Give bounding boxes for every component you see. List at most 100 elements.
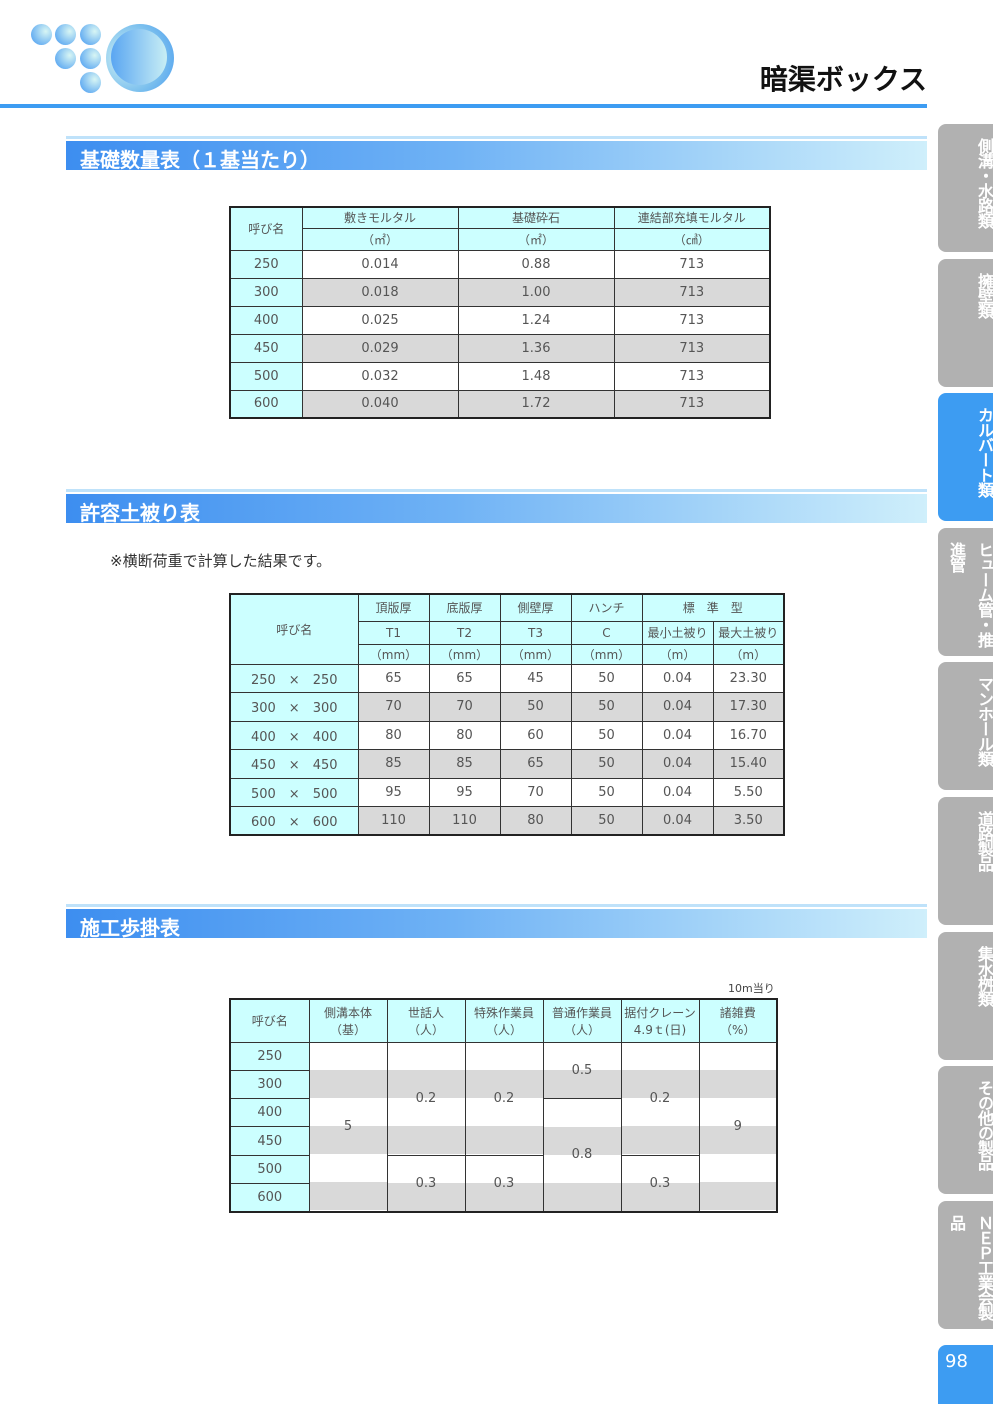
- table-cell: 713: [613, 249, 771, 279]
- section-header-cover: 許容土被り表: [66, 492, 927, 525]
- table-row: 500 0.032 1.48 713: [229, 361, 771, 391]
- row-name: 400: [229, 1098, 310, 1128]
- table-row: 250 5 0.2 0.2 0.5 0.2 9: [229, 1041, 778, 1213]
- table-cell: 0.040: [301, 389, 459, 419]
- header-side-wall: 側壁厚: [499, 593, 572, 622]
- row-name: 450 × 450: [229, 749, 359, 779]
- header-gravel: 基礎砕石: [457, 206, 615, 229]
- header-label: 普通作業員: [551, 1005, 612, 1020]
- table-cell: 95: [357, 777, 430, 807]
- table-row: 600 × 600 110 110 80 50 0.04 3.50: [229, 806, 785, 836]
- sidebar-tab-2[interactable]: カルバート類: [938, 393, 993, 521]
- header-col-0: 呼び名: [229, 998, 310, 1043]
- section-header-labor: 施工歩掛表: [66, 907, 927, 940]
- header-name: 呼び名: [229, 206, 303, 251]
- table-cell: 85: [357, 749, 430, 779]
- row-name: 250 × 250: [229, 663, 359, 693]
- header-label: 世話人: [407, 1005, 444, 1020]
- note-text: ※横断荷重で計算した結果です。: [110, 552, 332, 570]
- header-unit: （m）: [712, 643, 785, 665]
- table-cell: 70: [499, 777, 572, 807]
- header-label: 特殊作業員: [473, 1005, 534, 1020]
- table-cell: 50: [570, 749, 643, 779]
- table-row: 300 0.018 1.00 713: [229, 277, 771, 307]
- table-cell: 0.014: [301, 249, 459, 279]
- table-cell: 0.04: [641, 749, 714, 779]
- row-name: 300: [229, 277, 303, 307]
- header-symbol: 最大土被り: [712, 620, 785, 645]
- table-cell: 713: [613, 361, 771, 391]
- sidebar-tab-6[interactable]: 集水桝類: [938, 932, 993, 1060]
- unit: （㎤）: [613, 227, 771, 251]
- caretaker: 0.3: [386, 1154, 466, 1213]
- row-name: 300 × 300: [229, 692, 359, 722]
- section-header-foundation: 基礎数量表（１基当たり）: [66, 139, 927, 172]
- header-joint-mortar: 連結部充填モルタル: [613, 206, 771, 229]
- row-name: 600: [229, 1182, 310, 1213]
- row-name: 600 × 600: [229, 806, 359, 836]
- table-cell: 713: [613, 277, 771, 307]
- header-col-3: 特殊作業員 （人）: [464, 998, 544, 1043]
- sidebar-tab-3[interactable]: ヒューム管・推進管: [938, 528, 993, 656]
- body-count: 5: [308, 1041, 388, 1213]
- general-worker: 0.8: [542, 1098, 622, 1213]
- table-cell: 3.50: [712, 806, 785, 836]
- table-cell: 50: [570, 777, 643, 807]
- table-cell: 5.50: [712, 777, 785, 807]
- sidebar-tab-1[interactable]: 擁壁類: [938, 259, 993, 387]
- table-cell: 0.88: [457, 249, 615, 279]
- sidebar-tab-5[interactable]: 道路製品: [938, 797, 993, 925]
- table-cell: 70: [428, 692, 501, 722]
- table-row: 500 × 500 95 95 70 50 0.04 5.50: [229, 777, 785, 807]
- table-row: 400 0.8: [229, 1098, 777, 1213]
- table-cell: 0.025: [301, 305, 459, 335]
- table-cell: 1.00: [457, 277, 615, 307]
- table-cell: 0.04: [641, 806, 714, 836]
- sidebar-tab-7[interactable]: その他の製品: [938, 1066, 993, 1194]
- sidebar-tab-0[interactable]: 側溝・水路類: [938, 124, 993, 252]
- row-name: 450: [229, 1126, 310, 1156]
- row-name: 250: [229, 1041, 310, 1071]
- table-row: 450 0.029 1.36 713: [229, 333, 771, 363]
- row-name: 500 × 500: [229, 777, 359, 807]
- logo-dot: [55, 48, 76, 69]
- header-unit: （%）: [720, 1022, 756, 1037]
- header-label: 据付クレーン: [624, 1005, 696, 1020]
- table-row: 300 × 300 70 70 50 50 0.04 17.30: [229, 692, 785, 722]
- header-unit: （人）: [407, 1022, 444, 1037]
- special-worker: 0.3: [464, 1154, 544, 1213]
- general-worker: 0.5: [542, 1041, 622, 1100]
- caretaker: 0.2: [386, 1041, 466, 1156]
- header-symbol: C: [570, 620, 643, 645]
- header-symbol: 最小土被り: [641, 620, 714, 645]
- table-row: 250 × 250 65 65 45 50 0.04 23.30: [229, 663, 785, 693]
- misc-cost: 9: [698, 1041, 778, 1213]
- header-unit: （mm）: [357, 643, 430, 665]
- table-cell: 1.48: [457, 361, 615, 391]
- sidebar-tab-8[interactable]: ＮＥＰ工業会製品: [938, 1201, 993, 1329]
- sidebar-tab-4[interactable]: マンホール類: [938, 662, 993, 790]
- table-row: 400 0.025 1.24 713: [229, 305, 771, 335]
- foundation-quantity-table: 呼び名 敷きモルタル 基礎砕石 連結部充填モルタル （㎡） （㎡） （㎤） 250 0.01…: [229, 206, 771, 419]
- table-cell: 15.40: [712, 749, 785, 779]
- table-cell: 50: [570, 692, 643, 722]
- table-cell: 60: [499, 720, 572, 750]
- logo-dot: [80, 24, 101, 45]
- table-cell: 0.032: [301, 361, 459, 391]
- header-label: 諸雑費: [719, 1005, 756, 1020]
- unit: （㎡）: [457, 227, 615, 251]
- table-cell: 80: [499, 806, 572, 836]
- construction-labor-table: 呼び名 側溝本体 （基） 世話人 （人） 特殊作業員 （人） 普通作業員 （人） 据付クレーン 4.…: [229, 998, 778, 1213]
- page-title: 暗渠ボックス: [759, 63, 927, 96]
- table-cell: 0.029: [301, 333, 459, 363]
- table-cell: 0.04: [641, 777, 714, 807]
- row-name: 250: [229, 249, 303, 279]
- header-unit: （人）: [485, 1022, 522, 1037]
- logo-dot: [55, 24, 76, 45]
- logo-circle: [106, 24, 174, 92]
- special-worker: 0.2: [464, 1041, 544, 1156]
- table-cell: 1.36: [457, 333, 615, 363]
- header-unit: 4.9ｔ(日): [633, 1022, 687, 1037]
- table-row: 400 × 400 80 80 60 50 0.04 16.70: [229, 720, 785, 750]
- row-name: 400: [229, 305, 303, 335]
